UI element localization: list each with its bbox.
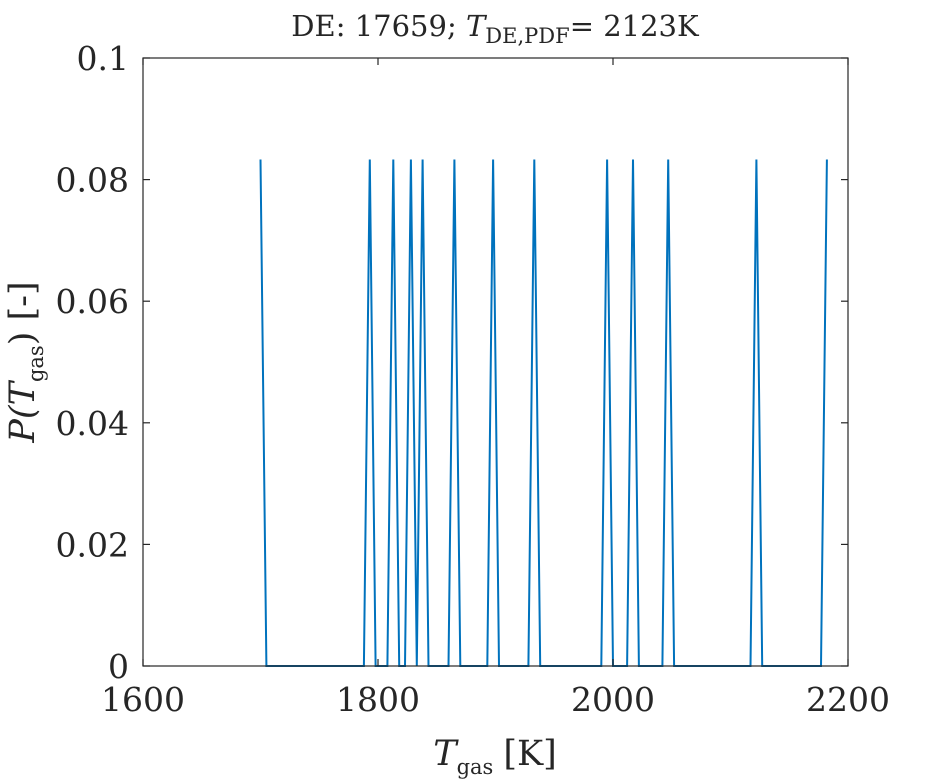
- y-axis-label-var: T: [3, 379, 43, 405]
- plot-frame: [142, 57, 849, 667]
- y-tick-label: 0.04: [56, 404, 129, 443]
- x-tick-label: 1800: [336, 680, 420, 719]
- y-axis-label: P(Tgas) [-]: [3, 281, 48, 443]
- x-axis-label-sub: gas: [457, 755, 494, 779]
- y-tick-label: 0.06: [56, 282, 129, 321]
- chart-title: DE: 17659; TDE,PDF= 2123K: [291, 9, 700, 48]
- y-axis-label-sub: gas: [24, 345, 48, 382]
- x-axis-label-unit: [K]: [503, 734, 556, 774]
- x-axis-label-var: T: [433, 734, 459, 774]
- x-tick-label: 1600: [101, 680, 185, 719]
- x-tick-label: 2200: [806, 680, 890, 719]
- y-tick-label: 0: [108, 647, 129, 686]
- y-tick-label: 0.02: [56, 525, 129, 564]
- title-sub: DE,PDF: [485, 24, 569, 48]
- y-axis-label-prefix: P(: [3, 404, 43, 444]
- title-suffix: = 2123K: [570, 9, 700, 43]
- title-prefix: DE: 17659;: [291, 9, 466, 43]
- y-tick-label: 0.08: [56, 161, 129, 200]
- y-axis-label-suffix: ) [-]: [3, 281, 43, 345]
- title-var: T: [466, 9, 488, 43]
- y-tick-label: 0.1: [77, 39, 129, 78]
- x-axis-label: Tgas [K]: [433, 734, 557, 779]
- x-tick-label: 2000: [571, 680, 655, 719]
- tick-layer: 1600 1800 2000 2200 0 0.02 0.04 0.06 0.08 0.1: [56, 39, 890, 719]
